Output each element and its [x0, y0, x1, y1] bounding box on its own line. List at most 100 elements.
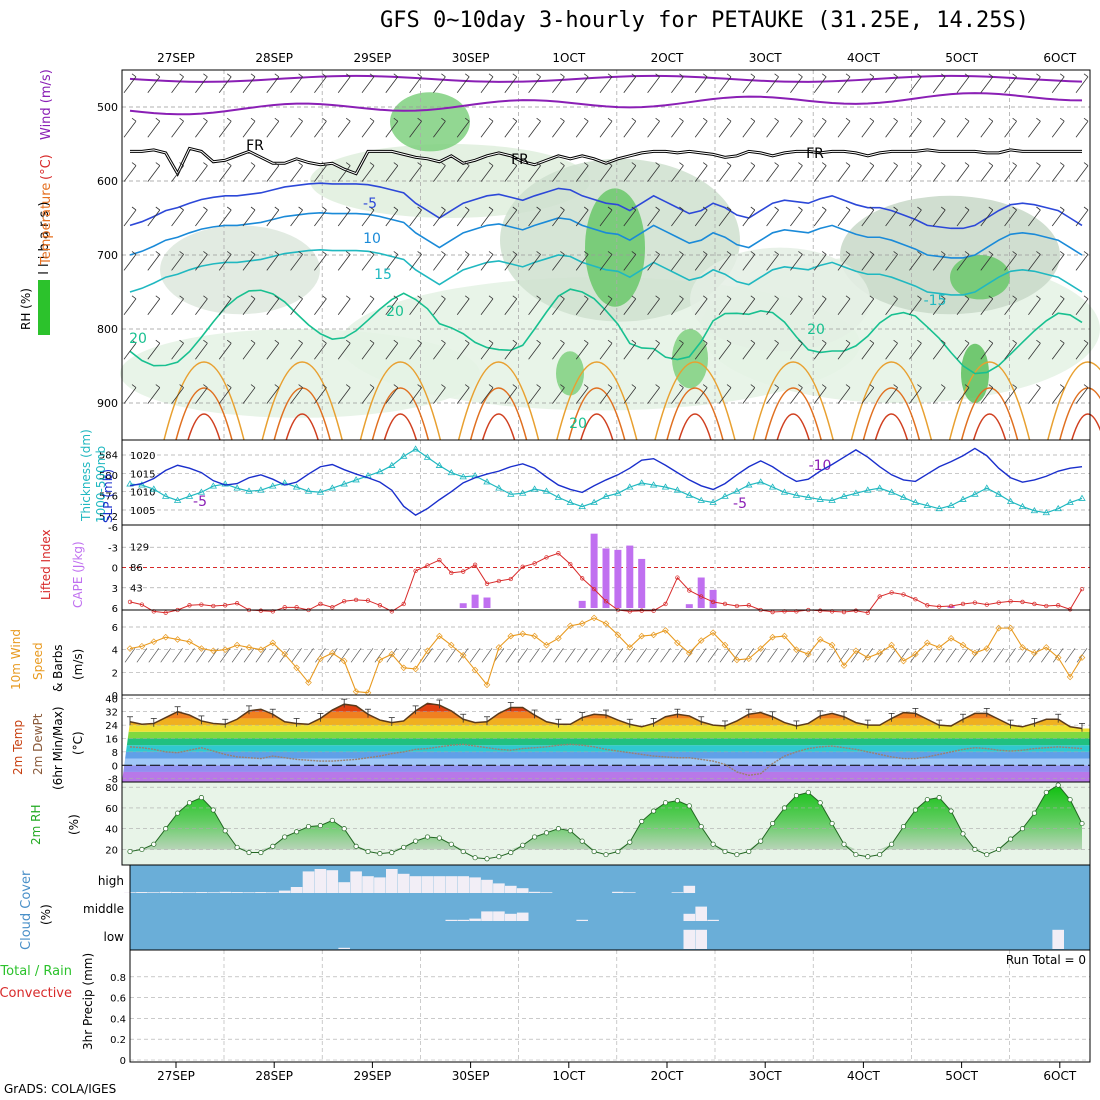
wind-barb-flag [869, 162, 875, 166]
wind-barb [552, 165, 565, 182]
cloud-middle-bar [683, 913, 696, 921]
bottom-xtick-label: 29SEP [354, 1069, 392, 1083]
surface-wind-barb [850, 648, 862, 663]
wind-barb-flag [464, 295, 470, 300]
wind-barb [575, 387, 589, 404]
wind-barb-flag [655, 162, 660, 166]
wind-barb-flag [821, 73, 827, 78]
cloud-high-bar [457, 876, 469, 893]
rh-point [258, 849, 264, 856]
thickness-point [233, 484, 241, 491]
temperature-contour-warm [457, 361, 540, 441]
wind-barb [1075, 76, 1089, 94]
wind-speed-point [126, 645, 134, 652]
wind-speed-point [317, 655, 324, 663]
wind-barb-flag [250, 295, 256, 300]
cloud-high-bar [207, 892, 220, 893]
wind-barb-flag [893, 384, 898, 388]
wind-barb-flag [488, 251, 494, 255]
wind-barb-flag [512, 339, 518, 344]
surface-wind-barb [898, 648, 909, 663]
wind-barb-flag [488, 117, 494, 122]
wind-barb [647, 209, 660, 227]
wind-barb-flag [131, 117, 137, 122]
wind-barb-flag [226, 117, 232, 122]
wind-barb [528, 254, 541, 271]
lifted-index-point [925, 603, 930, 608]
wind-barb-flag [774, 295, 779, 300]
wind-barb [980, 76, 994, 94]
upper-air-ytick: 800 [97, 323, 118, 336]
wind-barb [980, 342, 994, 360]
wind-barb [480, 298, 494, 316]
wind-barb [552, 254, 565, 271]
rh-point [698, 824, 704, 830]
wind-barb [504, 387, 518, 404]
thickness-point [518, 489, 527, 496]
wind-barb-flag [774, 339, 779, 344]
lifted-index-point [461, 569, 466, 574]
wind-barb-flag [940, 384, 946, 388]
lifted-index-point [139, 602, 145, 607]
precip-tick: 0.2 [110, 1035, 126, 1046]
thickness-point [935, 504, 943, 512]
wind-barb [718, 387, 732, 404]
wind-barb [528, 165, 541, 182]
temp-tick: 16 [105, 735, 118, 746]
wind-label-3: & Barbs [51, 644, 65, 692]
slp-tick: 1020 [130, 451, 155, 462]
lifted-index-point [877, 594, 882, 599]
wind-barb-flag [441, 251, 446, 255]
wind-barb-flag [750, 251, 756, 255]
thickness-point [411, 445, 420, 452]
wind-barb [171, 120, 184, 138]
wind-barb [623, 342, 637, 360]
thickness-frame [121, 439, 1091, 526]
wind-speed-point [1007, 624, 1014, 632]
cloud-high-bar [362, 876, 374, 893]
wind-barb [433, 298, 446, 316]
wind-barb-flag [583, 339, 589, 344]
wind-barb [290, 298, 303, 316]
wind-barb-flag [869, 384, 875, 388]
wind-barb [456, 387, 470, 404]
thickness-point [971, 490, 979, 497]
temperature-contour-warm [948, 361, 1031, 441]
thickness-point [649, 481, 658, 488]
wind-barb-flag [1036, 295, 1041, 300]
wind-barb [361, 298, 375, 316]
wind-barb [932, 165, 946, 182]
wind-barb-flag [607, 295, 613, 300]
cape-tick: 86 [130, 563, 143, 574]
cloud-high-bar [540, 892, 553, 893]
rh-shade-region [390, 92, 470, 152]
rh-point [472, 855, 478, 861]
wind-barb-flag [702, 117, 708, 122]
wind-barb-flag [226, 339, 232, 344]
wind-barb [385, 254, 399, 271]
wind-barb-flag [750, 117, 756, 122]
lifted-index-point [972, 600, 978, 605]
cloud-high-bar [671, 892, 684, 893]
wind-barb-flag [679, 73, 684, 78]
temp-band [122, 745, 1090, 752]
wind-barb [123, 298, 137, 316]
lifted-index-point [401, 601, 406, 607]
wind-barb-flag [750, 384, 756, 388]
cloud-high-bar [397, 873, 410, 893]
wind-barb-flag [845, 162, 851, 166]
wind-barb-flag [369, 117, 375, 122]
wind-speed-point [840, 662, 848, 669]
cloud-high-bar [469, 877, 481, 893]
wind-barb [242, 298, 256, 316]
rh-point [770, 820, 776, 827]
wind-barb-flag [679, 295, 684, 300]
thickness-point [257, 486, 265, 493]
temperature-contour-warm [568, 387, 626, 441]
wind-barb [575, 342, 589, 360]
wind-barb [718, 209, 732, 227]
wind-barb [195, 76, 208, 94]
top-xtick: 1OCT [552, 51, 585, 65]
wind-barb [671, 342, 684, 360]
thickness-point [1042, 509, 1051, 516]
